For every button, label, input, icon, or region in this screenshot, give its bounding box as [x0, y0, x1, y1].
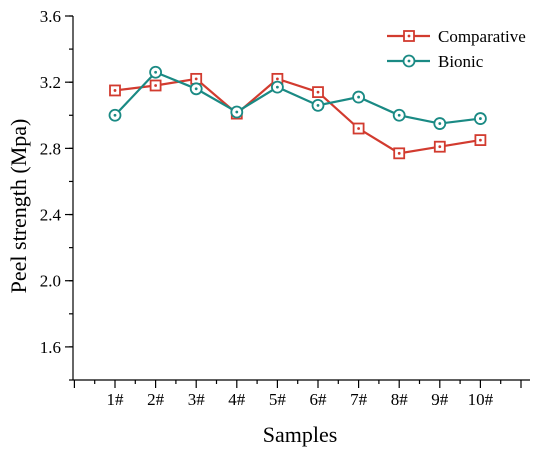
x-tick-label: 8# — [391, 390, 409, 409]
data-point-center — [113, 89, 117, 92]
data-point-center — [113, 113, 117, 117]
data-point-center — [316, 103, 320, 107]
data-point-center — [397, 151, 401, 155]
series-line — [114, 77, 481, 155]
series-layer — [108, 65, 487, 160]
y-tick-label: 3.6 — [40, 7, 61, 26]
legend-label: Comparative — [438, 27, 526, 46]
series-line — [114, 70, 481, 125]
legend: Comparative Bionic — [387, 27, 526, 71]
data-point-center — [316, 90, 320, 94]
data-point-center — [235, 110, 239, 114]
data-point-center — [194, 77, 198, 81]
legend-marker-center — [407, 59, 411, 63]
x-tick-label: 5# — [269, 390, 287, 409]
x-tick-label: 4# — [228, 390, 246, 409]
x-tick-label: 2# — [147, 390, 165, 409]
data-point-center — [154, 84, 158, 87]
legend-item: Comparative — [387, 27, 526, 46]
data-point-center — [397, 113, 401, 117]
data-point-center — [357, 127, 360, 130]
data-point-center — [276, 77, 279, 81]
series-bionic — [108, 65, 487, 130]
y-axis-ticks: 1.6 2.0 2.4 2.8 3.2 3.6 — [40, 7, 73, 381]
data-point-center — [357, 95, 360, 99]
data-point-center — [438, 145, 442, 149]
x-tick-label: 6# — [310, 390, 328, 409]
legend-label: Bionic — [438, 52, 484, 71]
y-tick-label: 2.0 — [40, 272, 61, 291]
legend-marker-center — [407, 34, 411, 38]
x-axis-title: Samples — [263, 422, 338, 447]
x-tick-label: 10# — [468, 390, 494, 409]
data-point-center — [438, 122, 442, 125]
y-tick-label: 1.6 — [40, 338, 61, 357]
y-tick-label: 2.4 — [40, 206, 62, 225]
x-tick-label: 9# — [431, 390, 449, 409]
y-tick-label: 2.8 — [40, 139, 61, 158]
data-point-center — [154, 70, 158, 74]
data-point-center — [194, 87, 198, 91]
y-axis-title: Peel strength (Mpa) — [6, 119, 31, 294]
x-axis-ticks: 1# 2# 3# 4# 5# 6# 7# 8# 9# 10# — [73, 380, 522, 409]
legend-item: Bionic — [387, 52, 484, 71]
series-comparative — [109, 72, 487, 160]
x-tick-label: 1# — [107, 390, 125, 409]
data-point-center — [479, 117, 482, 120]
x-tick-label: 7# — [350, 390, 368, 409]
axes — [72, 16, 530, 381]
data-point-center — [479, 138, 482, 142]
x-tick-label: 3# — [188, 390, 206, 409]
data-point-center — [276, 85, 279, 89]
y-tick-label: 3.2 — [40, 73, 61, 92]
